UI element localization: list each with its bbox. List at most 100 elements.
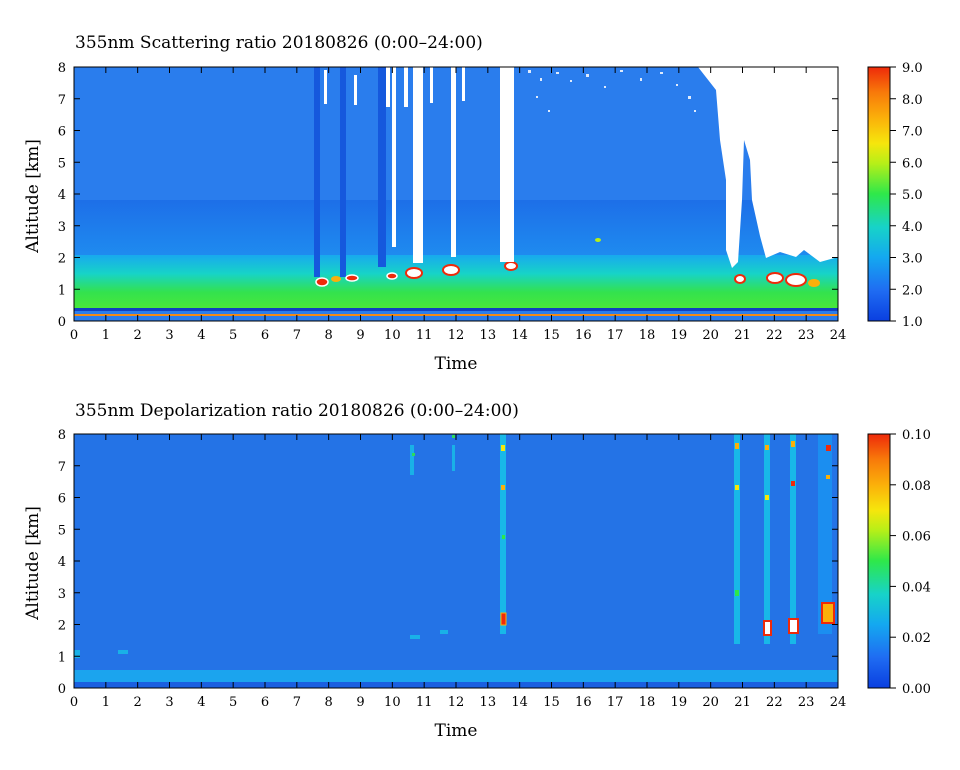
y-tick-label: 6 (58, 492, 66, 507)
y-tick-label: 0 (58, 315, 66, 330)
colorbar-tick-label: 6.0 (902, 156, 923, 171)
y-tick-label: 5 (58, 156, 66, 171)
x-tick-label: 24 (830, 695, 847, 710)
x-tick-label: 14 (511, 328, 528, 343)
x-tick-label: 12 (448, 328, 465, 343)
y-tick-label: 8 (58, 428, 66, 443)
x-axis-label: Time (435, 354, 478, 374)
x-tick-label: 23 (798, 328, 815, 343)
boundary-layer (74, 255, 838, 308)
colorbar-tick-label: 0.00 (902, 682, 931, 697)
x-tick-label: 7 (293, 328, 301, 343)
chart-title: 355nm Depolarization ratio 20180826 (0:0… (75, 401, 519, 421)
colorbar-tick-label: 7.0 (902, 125, 923, 140)
x-tick-label: 15 (543, 695, 560, 710)
y-tick-label: 4 (58, 555, 66, 570)
x-tick-label: 1 (102, 695, 110, 710)
colorbar-tick-label: 0.04 (902, 580, 931, 595)
y-tick-label: 1 (58, 283, 66, 298)
x-tick-label: 2 (134, 328, 142, 343)
x-tick-label: 13 (480, 328, 497, 343)
y-axis: 0 1 2 3 4 5 6 7 8 (58, 61, 838, 330)
x-tick-label: 19 (671, 695, 688, 710)
x-tick-label: 5 (229, 328, 237, 343)
x-axis-label: Time (435, 721, 478, 741)
x-tick-label: 4 (197, 695, 205, 710)
x-tick-label: 24 (830, 328, 847, 343)
x-tick-label: 21 (734, 695, 751, 710)
x-tick-label: 20 (702, 328, 719, 343)
depolarization-ratio-chart: 355nm Depolarization ratio 20180826 (0:0… (23, 401, 931, 741)
colorbar-tick-label: 0.06 (902, 530, 931, 545)
x-tick-label: 5 (229, 695, 237, 710)
y-tick-label: 3 (58, 220, 66, 235)
x-tick-label: 6 (261, 328, 269, 343)
y-tick-label: 7 (58, 93, 66, 108)
x-tick-label: 9 (356, 695, 364, 710)
x-tick-label: 22 (766, 328, 783, 343)
colorbar-tick-label: 4.0 (902, 220, 923, 235)
x-tick-label: 22 (766, 695, 783, 710)
colorbar-tick-label: 5.0 (902, 188, 923, 203)
colorbar (867, 433, 891, 689)
x-tick-label: 19 (671, 328, 688, 343)
x-tick-label: 15 (543, 328, 560, 343)
colorbar-ticks: 0.10 0.08 0.06 0.04 0.02 0.00 (890, 428, 931, 697)
colorbar-tick-label: 3.0 (902, 252, 923, 267)
colorbar-tick-label: 9.0 (902, 61, 923, 76)
x-tick-label: 13 (480, 695, 497, 710)
y-tick-label: 5 (58, 523, 66, 538)
x-tick-label: 10 (384, 328, 401, 343)
y-tick-label: 4 (58, 188, 66, 203)
x-tick-label: 23 (798, 695, 815, 710)
upper-band (378, 67, 386, 267)
y-axis-label: Altitude [km] (23, 506, 43, 621)
chart-title: 355nm Scattering ratio 20180826 (0:00–24… (75, 33, 483, 53)
x-tick-label: 3 (165, 328, 173, 343)
x-tick-label: 17 (607, 695, 624, 710)
scattering-ratio-panel: 355nm Scattering ratio 20180826 (0:00–24… (23, 33, 923, 374)
surface-line (74, 308, 838, 311)
x-tick-label: 20 (702, 695, 719, 710)
cloud-speckle (528, 70, 696, 112)
x-tick-label: 16 (575, 695, 592, 710)
x-tick-label: 3 (165, 695, 173, 710)
y-tick-label: 3 (58, 587, 66, 602)
x-tick-label: 21 (734, 328, 751, 343)
colorbar (867, 66, 891, 322)
x-tick-label: 6 (261, 695, 269, 710)
scattering-ratio-chart: 355nm Scattering ratio 20180826 (0:00–24… (23, 33, 923, 374)
x-tick-label: 10 (384, 695, 401, 710)
y-axis: 0 1 2 3 4 5 6 7 8 (58, 428, 838, 697)
colorbar-tick-label: 0.10 (902, 428, 931, 443)
depolarization-ratio-panel: 355nm Depolarization ratio 20180826 (0:0… (0, 385, 960, 770)
x-axis: 0 1 2 3 4 5 6 7 8 9 10 11 12 13 14 15 16 17 18 19 20 21 22 23 24 (70, 434, 846, 710)
x-tick-label: 0 (70, 328, 78, 343)
colorbar-tick-label: 8.0 (902, 93, 923, 108)
x-tick-label: 18 (639, 328, 656, 343)
colorbar-tick-label: 0.02 (902, 631, 931, 646)
x-tick-label: 12 (448, 695, 465, 710)
colorbar-tick-label: 0.08 (902, 479, 931, 494)
near-surface-layer (74, 670, 838, 682)
x-tick-label: 11 (416, 328, 433, 343)
colorbar-tick-label: 1.0 (902, 315, 923, 330)
x-tick-label: 8 (325, 328, 333, 343)
y-tick-label: 6 (58, 125, 66, 140)
upper-band (340, 67, 346, 277)
colorbar-tick-label: 2.0 (902, 283, 923, 298)
upper-band (314, 67, 320, 277)
x-tick-label: 4 (197, 328, 205, 343)
x-tick-label: 8 (325, 695, 333, 710)
x-tick-label: 14 (511, 695, 528, 710)
x-tick-label: 17 (607, 328, 624, 343)
y-axis-label: Altitude [km] (23, 139, 43, 254)
plot-background (74, 434, 838, 688)
x-tick-label: 0 (70, 695, 78, 710)
y-tick-label: 1 (58, 650, 66, 665)
y-tick-label: 8 (58, 61, 66, 76)
y-tick-label: 2 (58, 252, 66, 267)
depolarizing-columns (500, 434, 835, 644)
x-axis: 0 1 2 3 4 5 6 7 8 9 10 11 12 13 14 15 16 17 18 19 20 21 22 23 24 (70, 67, 846, 343)
no-data-regions (324, 67, 838, 268)
